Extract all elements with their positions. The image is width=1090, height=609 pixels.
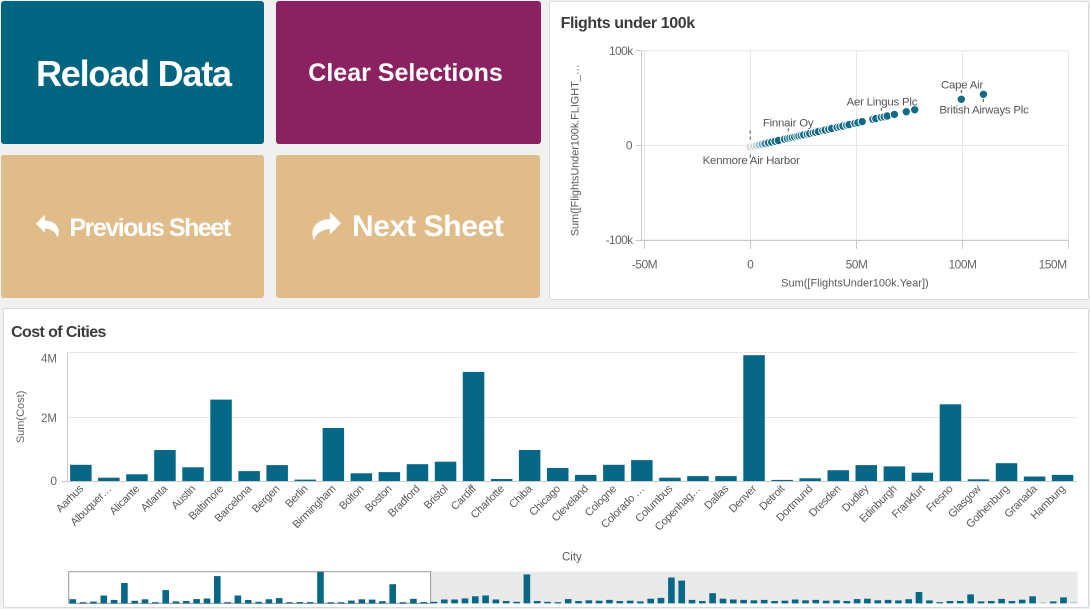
- svg-text:Kenmore Air Harbor: Kenmore Air Harbor: [703, 155, 800, 167]
- svg-text:50M: 50M: [846, 257, 868, 271]
- svg-text:Finnair Oy: Finnair Oy: [763, 117, 814, 129]
- svg-text:British Airways Plc: British Airways Plc: [940, 105, 1030, 117]
- svg-text:150M: 150M: [1039, 257, 1068, 271]
- svg-text:Bolton: Bolton: [337, 483, 366, 512]
- svg-text:Cape Air: Cape Air: [941, 80, 983, 92]
- svg-text:City: City: [562, 551, 582, 563]
- svg-text:Bristol: Bristol: [422, 483, 451, 512]
- svg-text:2M: 2M: [41, 413, 57, 425]
- svg-text:0: 0: [748, 257, 755, 271]
- svg-text:Alicante: Alicante: [108, 483, 143, 518]
- svg-text:100k: 100k: [609, 44, 634, 58]
- svg-text:Atlanta: Atlanta: [139, 482, 171, 514]
- svg-text:Dresden: Dresden: [807, 483, 844, 520]
- svg-text:-50M: -50M: [632, 257, 658, 271]
- svg-text:Sum([FlightsUnder100k.Year]): Sum([FlightsUnder100k.Year]): [782, 277, 930, 289]
- svg-text:-100k: -100k: [606, 233, 635, 247]
- svg-text:100M: 100M: [949, 257, 978, 271]
- svg-text:Bradford: Bradford: [386, 483, 423, 520]
- svg-text:Sum(Cost): Sum(Cost): [15, 390, 27, 443]
- svg-text:0: 0: [626, 138, 633, 152]
- svg-text:Denver: Denver: [727, 482, 760, 515]
- svg-text:Bergen: Bergen: [250, 483, 282, 515]
- svg-text:Sum([FlightsUnder100k.FLIGHT_…: Sum([FlightsUnder100k.FLIGHT_…: [570, 64, 582, 236]
- svg-text:0: 0: [50, 474, 57, 488]
- svg-text:4M: 4M: [41, 353, 57, 365]
- svg-text:Aer Lingus Plc: Aer Lingus Plc: [847, 97, 918, 109]
